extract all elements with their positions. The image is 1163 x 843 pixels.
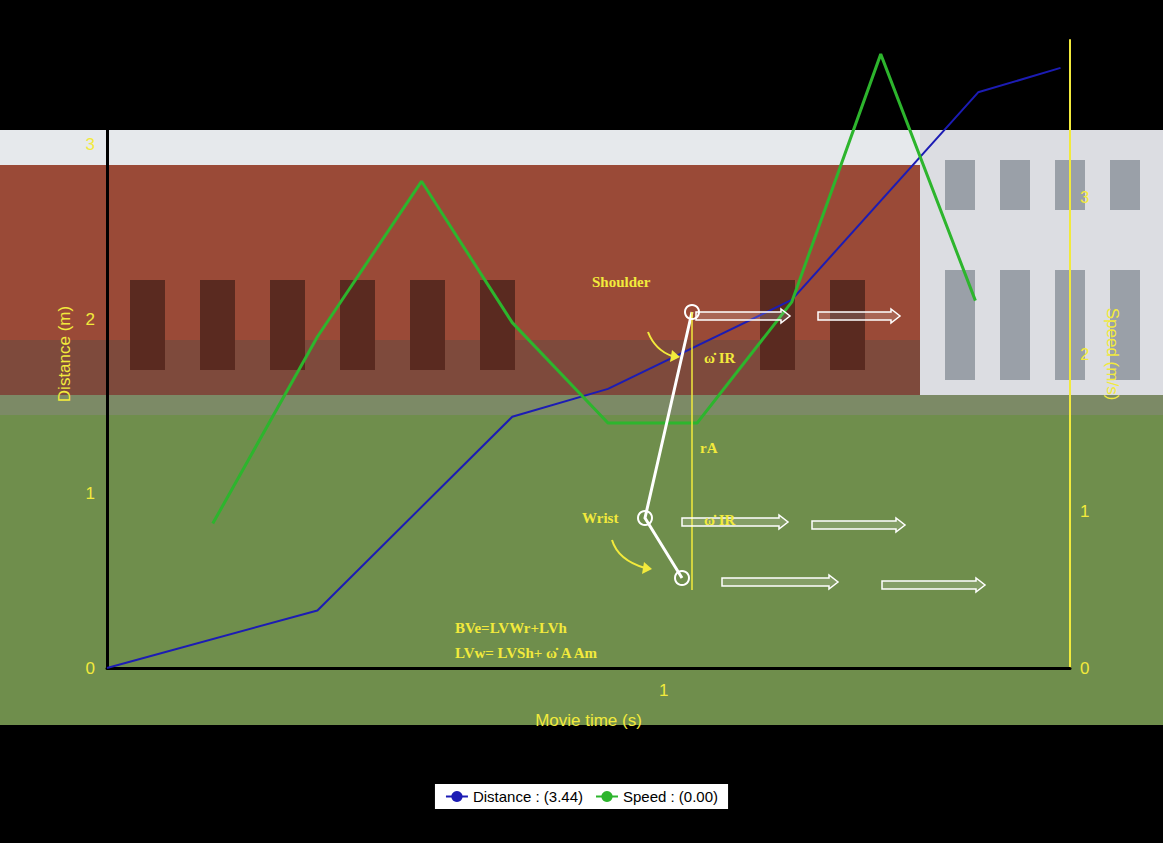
svg-text:BVe=LVWr+LVh: BVe=LVWr+LVh [455,620,568,636]
svg-text:0: 0 [1080,659,1089,678]
svg-text:Speed (m/s): Speed (m/s) [1103,308,1122,401]
svg-text:2: 2 [86,310,95,329]
svg-text:Wrist: Wrist [582,510,618,526]
svg-text:1: 1 [659,681,668,700]
svg-text:2: 2 [1080,345,1089,364]
svg-text:Distance : (3.44): Distance : (3.44) [473,788,583,805]
svg-text:1: 1 [1080,502,1089,521]
svg-text:Distance (m): Distance (m) [55,306,74,402]
svg-text:0: 0 [86,659,95,678]
svg-text:ω̇ IR: ω̇ IR [704,512,736,528]
svg-text:Shoulder: Shoulder [592,274,651,290]
svg-text:ω̇ IR: ω̇ IR [704,350,736,366]
svg-text:3: 3 [86,135,95,154]
svg-text:LVw= LVSh+ ω̇ A Am: LVw= LVSh+ ω̇ A Am [455,645,598,661]
svg-text:Speed : (0.00): Speed : (0.00) [623,788,718,805]
svg-text:Movie time (s): Movie time (s) [535,711,642,730]
svg-text:rA: rA [700,440,718,456]
svg-text:1: 1 [86,484,95,503]
svg-text:3: 3 [1080,188,1089,207]
